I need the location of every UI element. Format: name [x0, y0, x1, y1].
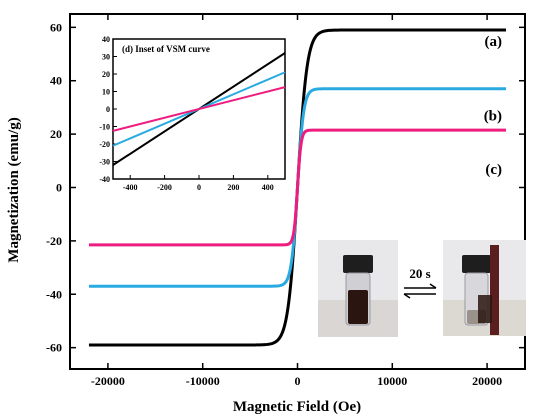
x-tick-label: 10000: [377, 374, 407, 388]
y-axis-title: Magnetization (emu/g): [6, 117, 22, 262]
inset-x-tick-label: -200: [157, 183, 172, 192]
x-axis-title: Magnetic Field (Oe): [233, 399, 361, 415]
inset-curves: [112, 52, 286, 166]
y-tick-label: 0: [56, 180, 62, 194]
magnet-separated-vial-photo: [443, 240, 526, 336]
inset-x-tick-label: 400: [262, 183, 274, 192]
inset-y-tick-label: 0: [106, 105, 110, 114]
magnetization-curve-c: [88, 128, 507, 247]
inset-line-c: [112, 86, 286, 132]
inset-y-tick-label: 30: [102, 53, 110, 62]
inset-y-tick-label: -40: [99, 175, 110, 184]
dispersed-vial-photo: [318, 240, 398, 337]
inset-title: (d) Inset of VSM curve: [122, 44, 210, 54]
inset-y-tick-label: 10: [102, 88, 110, 97]
inset-x-tick-label: 200: [227, 183, 239, 192]
y-tick-label: -40: [46, 287, 62, 301]
inset-y-tick-label: -20: [99, 140, 110, 149]
inset-y-tick-label: -30: [99, 158, 110, 167]
inset-y-tick-label: -10: [99, 123, 110, 132]
x-tick-label: -20000: [91, 374, 125, 388]
time-label: 20 s: [409, 266, 430, 281]
inset-x-tick-label: -400: [123, 183, 138, 192]
inset-y-tick-label: 40: [102, 35, 110, 44]
main-curve-labels: (a) (b) (c): [484, 34, 502, 178]
x-tick-label: 20000: [472, 374, 502, 388]
y-tick-label: 60: [50, 20, 62, 34]
curve-label: (c): [485, 162, 502, 178]
y-tick-label: -20: [46, 234, 62, 248]
y-tick-label: 40: [50, 74, 62, 88]
reversible-arrow-icon: [403, 283, 437, 299]
x-tick-label: -10000: [186, 374, 220, 388]
inset-y-tick-label: 20: [102, 70, 110, 79]
main-curves: [88, 28, 507, 347]
curve-label: (b): [484, 109, 502, 125]
y-tick-label: 20: [50, 127, 62, 141]
x-tick-label: 0: [295, 374, 301, 388]
y-tick-label: -60: [46, 341, 62, 355]
inset-x-tick-label: 0: [197, 183, 201, 192]
curve-label: (a): [485, 34, 503, 50]
